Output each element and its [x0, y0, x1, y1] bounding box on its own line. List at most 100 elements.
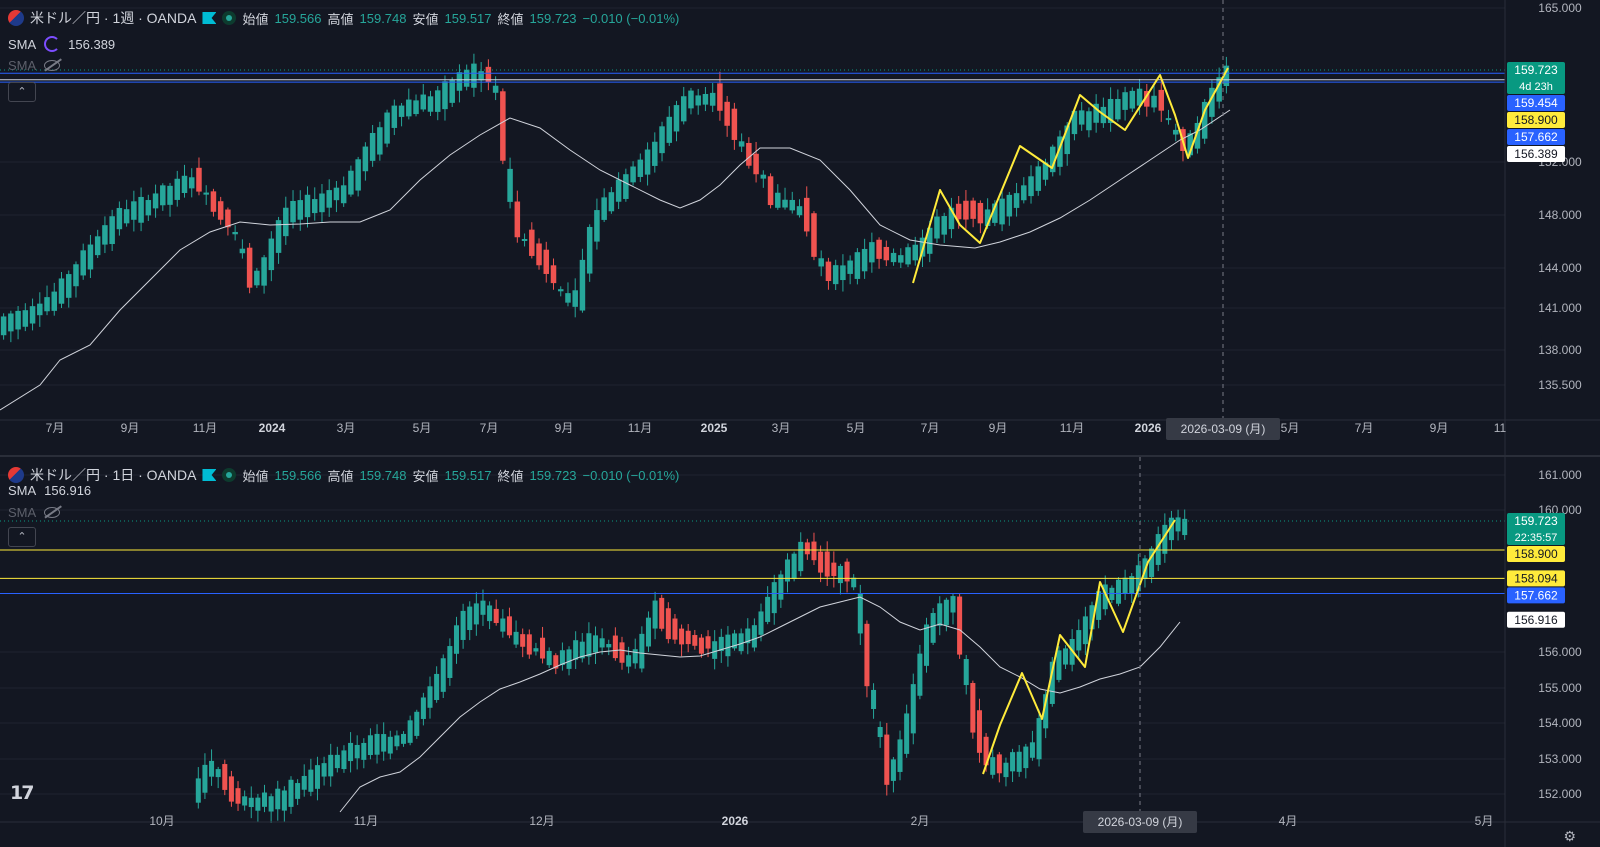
candle-body: [883, 246, 890, 261]
symbol-title[interactable]: 米ドル／円 · 1週 · OANDA: [30, 10, 197, 26]
market-status-icon[interactable]: [222, 11, 237, 25]
candle-body: [934, 216, 940, 239]
candle-body: [644, 149, 651, 175]
candle-body: [970, 200, 976, 219]
time-axis-label: 5月: [1281, 421, 1300, 435]
low-value: 159.517: [444, 467, 492, 483]
low-value: 159.517: [444, 10, 492, 26]
candle-body: [765, 596, 771, 622]
candle-body: [387, 736, 393, 754]
candle-body: [572, 290, 578, 307]
candle-body: [1042, 162, 1049, 180]
hidden-eye-icon[interactable]: [44, 507, 61, 518]
tradingview-logo[interactable]: 17: [10, 782, 34, 804]
time-axis-label: 5月: [413, 421, 432, 435]
time-axis-label: 10月: [149, 814, 174, 828]
sma-label: SMA: [8, 505, 37, 520]
candle-body: [1175, 517, 1181, 532]
candle-body: [586, 633, 592, 657]
candle-body: [29, 306, 36, 324]
candle-body: [138, 196, 144, 223]
time-axis-label: 3月: [772, 421, 791, 435]
candle-body: [565, 293, 571, 303]
candle-body: [1158, 89, 1165, 111]
candle-body: [210, 191, 217, 212]
price-tag: [1507, 570, 1565, 587]
pane-divider[interactable]: [0, 455, 1600, 457]
candle-body: [326, 190, 332, 208]
candle-body: [1056, 650, 1062, 680]
loading-icon: [44, 36, 61, 52]
candle-body: [637, 159, 644, 177]
candle-body: [983, 736, 989, 766]
candle-body: [493, 608, 499, 623]
hidden-eye-icon[interactable]: [44, 60, 61, 71]
sma-indicator-2[interactable]: SMA: [8, 58, 61, 73]
candle-body: [255, 797, 261, 811]
price-tag-label: 156.916: [1514, 613, 1558, 627]
sma-line: [339, 596, 1181, 813]
candle-body: [884, 734, 890, 785]
candle-body: [22, 310, 29, 327]
price-axis-label: 154.000: [1538, 716, 1582, 730]
candle-body: [1223, 65, 1230, 87]
price-tag-label: 157.662: [1514, 588, 1558, 602]
candle-body: [871, 689, 877, 710]
time-axis-label: 11月: [354, 814, 378, 828]
candle-body: [355, 159, 361, 191]
time-axis-label: 9月: [555, 421, 574, 435]
candle-body: [630, 166, 636, 183]
candle-body: [506, 616, 512, 636]
sma-indicator-2[interactable]: SMA: [8, 505, 61, 520]
time-axis-label: 5月: [847, 421, 866, 435]
candle-body: [767, 176, 774, 206]
sma-label: SMA: [8, 58, 37, 73]
flag-tag-icon[interactable]: [202, 12, 217, 24]
candle-body: [665, 608, 671, 640]
sma-indicator-1[interactable]: SMA 156.389: [8, 36, 115, 52]
gear-icon[interactable]: ⚙: [1563, 828, 1576, 844]
usdjpy-flag-icon: [8, 10, 24, 26]
candle-body: [473, 603, 479, 625]
price-tag-label: 159.723: [1514, 63, 1558, 77]
weekly-chart-canvas[interactable]: 165.000152.000148.000144.000141.000138.0…: [0, 0, 1600, 455]
candle-body: [354, 744, 360, 759]
candle-body: [321, 763, 327, 777]
candle-body: [999, 198, 1005, 225]
candle-body: [724, 101, 730, 126]
candle-body: [789, 199, 796, 211]
candle-body: [297, 200, 304, 220]
sma-indicator-1[interactable]: SMA 156.916: [8, 483, 91, 498]
price-tag: [1507, 513, 1565, 545]
candle-body: [818, 551, 824, 573]
candle-body: [890, 759, 896, 781]
candle-body: [1129, 90, 1136, 109]
candle-body: [222, 764, 228, 790]
change-value: −0.010 (−0.01%): [582, 467, 680, 483]
candle-body: [601, 197, 607, 220]
weekly-chart-pane[interactable]: 165.000152.000148.000144.000141.000138.0…: [0, 0, 1600, 455]
candle-body: [652, 600, 658, 629]
candle-body: [275, 220, 282, 253]
price-tag-label: 158.094: [1514, 571, 1558, 585]
candle-body: [333, 187, 340, 201]
daily-chart-pane[interactable]: 161.000 160.000 156.000 155.000 154.000 153.0…: [0, 457, 1600, 847]
candle-body: [1151, 95, 1157, 108]
candle-body: [160, 185, 166, 206]
close-label: 終値: [497, 468, 524, 484]
symbol-title[interactable]: 米ドル／円 · 1日 · OANDA: [30, 467, 197, 483]
daily-chart-canvas[interactable]: 161.000160.000156.000155.000154.000153.0…: [0, 457, 1600, 847]
collapse-legend-button[interactable]: ⌃: [8, 527, 36, 547]
candle-body: [990, 757, 996, 775]
candle-body: [1093, 103, 1099, 123]
trend-drawing: [912, 67, 1229, 284]
market-status-icon[interactable]: [222, 468, 237, 482]
candle-body: [167, 185, 173, 205]
candle-body: [268, 796, 274, 812]
candle-body: [782, 199, 788, 208]
candle-body: [301, 775, 307, 790]
candle-body: [109, 216, 115, 245]
flag-tag-icon[interactable]: [202, 469, 217, 481]
collapse-legend-button[interactable]: ⌃: [8, 82, 36, 102]
candle-body: [480, 600, 486, 615]
